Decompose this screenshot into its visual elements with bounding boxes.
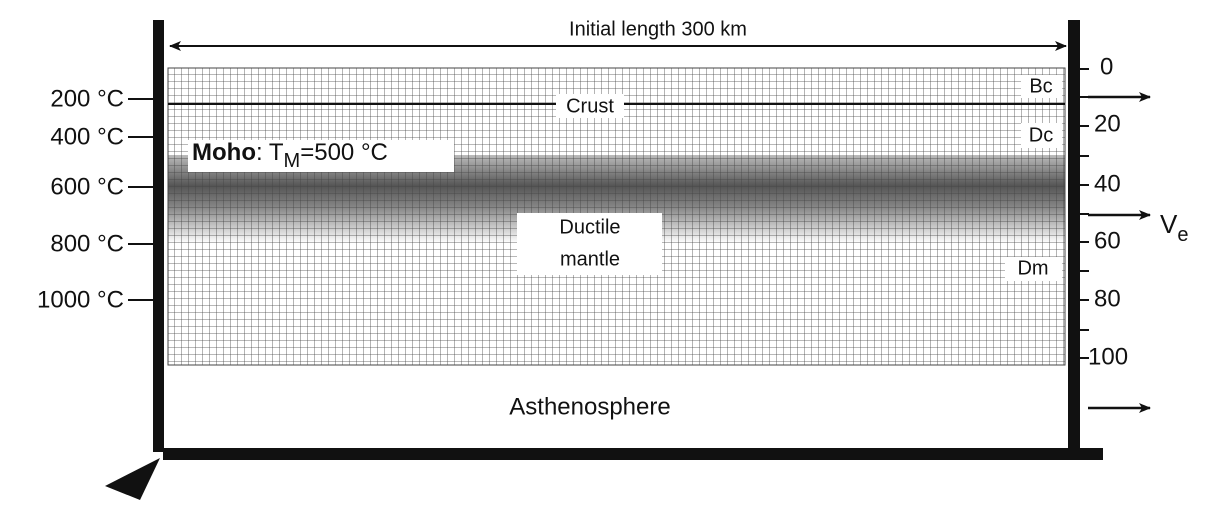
depth-label: 40 bbox=[1094, 170, 1121, 197]
layer-label: Ductile bbox=[559, 216, 620, 238]
layer-label: Asthenosphere bbox=[509, 393, 670, 420]
title: Initial length 300 km bbox=[569, 18, 747, 40]
depth-label: 0 bbox=[1100, 53, 1113, 80]
depth-label: 60 bbox=[1094, 227, 1121, 254]
velocity-label: Ve bbox=[1160, 209, 1188, 246]
layer-label: Dm bbox=[1017, 257, 1048, 279]
label-boxes bbox=[188, 75, 1062, 281]
temperature-label: 200 °C bbox=[50, 85, 124, 112]
layer-label: mantle bbox=[560, 248, 620, 270]
depth-axis bbox=[1080, 68, 1089, 359]
temperature-axis bbox=[128, 98, 153, 301]
moho-label: Moho: TM=500 °C bbox=[192, 139, 388, 172]
layer-label: Crust bbox=[566, 95, 614, 117]
temperature-label: 400 °C bbox=[50, 123, 124, 150]
depth-label: 100 bbox=[1088, 343, 1128, 370]
temperature-label: 800 °C bbox=[50, 230, 124, 257]
velocity-arrows bbox=[1088, 92, 1151, 413]
temperature-label: 600 °C bbox=[50, 173, 124, 200]
depth-label: 20 bbox=[1094, 110, 1121, 137]
depth-label: 80 bbox=[1094, 285, 1121, 312]
layer-label: Bc bbox=[1029, 75, 1052, 97]
temperature-label: 1000 °C bbox=[37, 286, 124, 313]
frame bbox=[105, 20, 1103, 500]
layer-label: Dc bbox=[1029, 124, 1053, 146]
